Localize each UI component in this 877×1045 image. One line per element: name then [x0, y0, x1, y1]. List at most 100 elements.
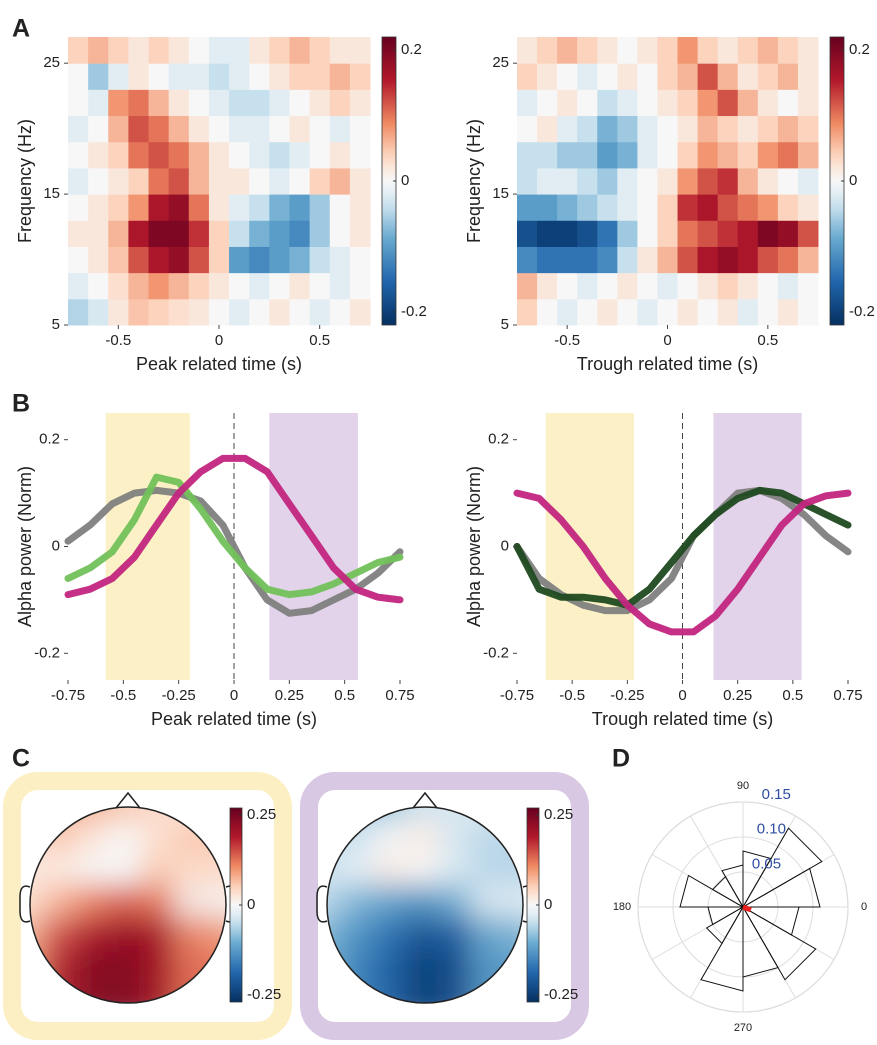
- x-tick-label: -0.25: [162, 687, 196, 704]
- heatmap-cell: [597, 246, 618, 274]
- heatmap-cell: [249, 89, 270, 117]
- x-tick-label: -0.5: [554, 332, 580, 349]
- heatmap-cell: [637, 194, 658, 221]
- y-tick-label: 0: [501, 537, 509, 554]
- heatmap-cell: [188, 194, 210, 221]
- heatmap-cell: [577, 141, 598, 169]
- heatmap-cell: [657, 272, 679, 300]
- heatmap-cell: [577, 167, 598, 195]
- colorbar-tick-label: -0.25: [247, 986, 281, 1003]
- heatmap-cell: [717, 63, 739, 90]
- heatmap-cell: [697, 272, 719, 300]
- heatmap-cell: [677, 194, 699, 221]
- heatmap-cell: [329, 115, 351, 143]
- heatmap-cell: [557, 63, 578, 90]
- heatmap-cell: [657, 63, 679, 90]
- heatmap-cell: [249, 194, 270, 221]
- heatmap-cell: [677, 37, 699, 64]
- heatmap-cell: [108, 89, 129, 117]
- heatmap-cell: [537, 37, 558, 64]
- heatmap-cell: [557, 167, 578, 195]
- heatmap-cell: [108, 194, 129, 221]
- heatmap-cell: [697, 115, 719, 143]
- heatmap-cell: [148, 298, 170, 326]
- heatmap-cell: [617, 167, 638, 195]
- heatmap-cell: [128, 220, 150, 247]
- heatmap-cell: [349, 167, 371, 195]
- heatmap-cell: [697, 194, 719, 221]
- heatmap-cell: [309, 194, 331, 221]
- heatmap-cell: [108, 63, 129, 90]
- heatmap-cell: [349, 89, 371, 117]
- heatmap-cell: [269, 220, 290, 247]
- heatmap-cell: [697, 63, 719, 90]
- heatmap-cell: [289, 115, 311, 143]
- heatmap-cell: [557, 194, 578, 221]
- y-tick-label: 15: [43, 185, 60, 202]
- heatmap-cell: [757, 37, 779, 64]
- heatmap-cell: [188, 63, 210, 90]
- heatmap-cell: [557, 298, 578, 326]
- heatmap-cell: [269, 246, 290, 274]
- heatmap-cell: [349, 115, 371, 143]
- heatmap-cell: [88, 272, 109, 300]
- heatmap-cell: [577, 115, 598, 143]
- heatmap-cell: [737, 89, 759, 117]
- heatmap-cell: [537, 167, 558, 195]
- heatmap-cell: [128, 141, 150, 169]
- heatmap-cell: [597, 167, 618, 195]
- heatmap-cell: [777, 115, 799, 143]
- heatmap-cell: [657, 246, 679, 274]
- y-tick-label: 5: [52, 316, 60, 333]
- heatmap-cell: [68, 220, 89, 247]
- y-tick-label: -0.2: [34, 644, 60, 661]
- heatmap-cell: [208, 167, 230, 195]
- colorbar-tick-label: 0.2: [401, 41, 422, 58]
- heatmap-cell: [128, 167, 150, 195]
- heatmap-cell: [88, 220, 109, 247]
- scalp-map: [30, 807, 226, 1003]
- heatmap-cell: [309, 63, 331, 90]
- heatmap-cell: [797, 167, 819, 195]
- x-tick-label: -0.5: [105, 332, 131, 349]
- heatmap-cell: [657, 298, 679, 326]
- heatmap-cell: [597, 115, 618, 143]
- heatmap-cell: [309, 89, 331, 117]
- heatmap-cell: [517, 141, 538, 169]
- heatmap-cell: [517, 37, 538, 64]
- heatmap-cell: [757, 141, 779, 169]
- heatmap-cell: [329, 246, 351, 274]
- heatmap-cell: [68, 298, 89, 326]
- heatmap-cell: [577, 246, 598, 274]
- heatmap-cell: [617, 220, 638, 247]
- heatmap-cell: [577, 37, 598, 64]
- heatmap-cell: [249, 141, 270, 169]
- heatmap-cell: [597, 194, 618, 221]
- heatmap-cell: [128, 37, 150, 64]
- mean-vector: [742, 904, 752, 913]
- y-tick-label: 25: [492, 54, 509, 71]
- heatmap-cell: [697, 141, 719, 169]
- heatmap-cell: [677, 63, 699, 90]
- heatmap-cell: [309, 37, 331, 64]
- heatmap-cell: [108, 141, 129, 169]
- heatmap-cell: [557, 141, 578, 169]
- heatmap-cell: [349, 194, 371, 221]
- heatmap-cell: [517, 89, 538, 117]
- heatmap-cell: [208, 37, 230, 64]
- heatmap-cell: [737, 298, 759, 326]
- heatmap-cell: [229, 167, 250, 195]
- heatmap-cell: [349, 298, 371, 326]
- heatmap-cell: [128, 89, 150, 117]
- heatmap-cell: [597, 272, 618, 300]
- heatmap-cell: [777, 298, 799, 326]
- heatmap-cell: [597, 141, 618, 169]
- polar-bar: [741, 905, 817, 981]
- heatmap-cell: [168, 115, 190, 143]
- heatmap-cell: [737, 63, 759, 90]
- heatmap-cell: [657, 89, 679, 117]
- heatmap-cell: [208, 141, 230, 169]
- y-axis-label: Frequency (Hz): [464, 119, 484, 243]
- heatmap-cell: [717, 115, 739, 143]
